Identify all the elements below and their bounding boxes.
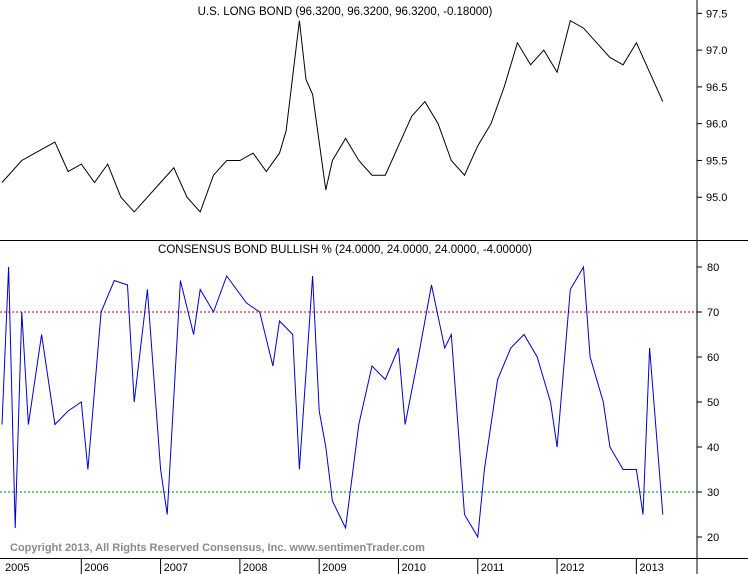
year-axis: 2005 2006 2007 2008 2009 2010 2011 2012 2013 bbox=[5, 558, 664, 574]
year-label: 2007 bbox=[164, 562, 188, 574]
year-label: 2009 bbox=[322, 562, 346, 574]
copyright-notice: Copyright 2013, All Rights Reserved Cons… bbox=[10, 542, 425, 554]
year-label: 2006 bbox=[84, 562, 108, 574]
bond-tick-label: 96.0 bbox=[706, 119, 727, 131]
bond-y-axis: 97.5 97.0 96.5 96.0 95.5 95.0 bbox=[697, 8, 727, 204]
year-label: 2008 bbox=[243, 562, 267, 574]
year-label: 2013 bbox=[639, 562, 663, 574]
bullish-tick-label: 80 bbox=[707, 262, 719, 274]
bullish-tick-label: 30 bbox=[707, 487, 719, 499]
bond-tick-label: 97.0 bbox=[706, 45, 727, 57]
bullish-chart-title: CONSENSUS BOND BULLISH % (24.0000, 24.00… bbox=[158, 244, 532, 256]
reference-lines bbox=[0, 311, 697, 493]
bullish-y-axis: 80 70 60 50 40 30 20 bbox=[697, 262, 719, 544]
bond-tick-label: 95.0 bbox=[706, 192, 727, 204]
bullish-percent-line bbox=[1, 265, 664, 539]
year-label: 2012 bbox=[560, 562, 584, 574]
bond-tick-label: 97.5 bbox=[706, 8, 727, 20]
year-label: 2011 bbox=[481, 562, 505, 574]
bullish-tick-label: 50 bbox=[707, 397, 719, 409]
bond-tick-label: 96.5 bbox=[706, 82, 727, 94]
bullish-tick-label: 60 bbox=[707, 352, 719, 364]
bond-price-line bbox=[1, 19, 664, 213]
year-label: 2005 bbox=[5, 562, 29, 574]
bullish-tick-label: 70 bbox=[707, 307, 719, 319]
bond-tick-label: 95.5 bbox=[706, 155, 727, 167]
bond-chart-title: U.S. LONG BOND (96.3200, 96.3200, 96.320… bbox=[198, 6, 493, 18]
bullish-tick-label: 40 bbox=[707, 442, 719, 454]
year-label: 2010 bbox=[401, 562, 425, 574]
bullish-tick-label: 20 bbox=[707, 532, 719, 544]
